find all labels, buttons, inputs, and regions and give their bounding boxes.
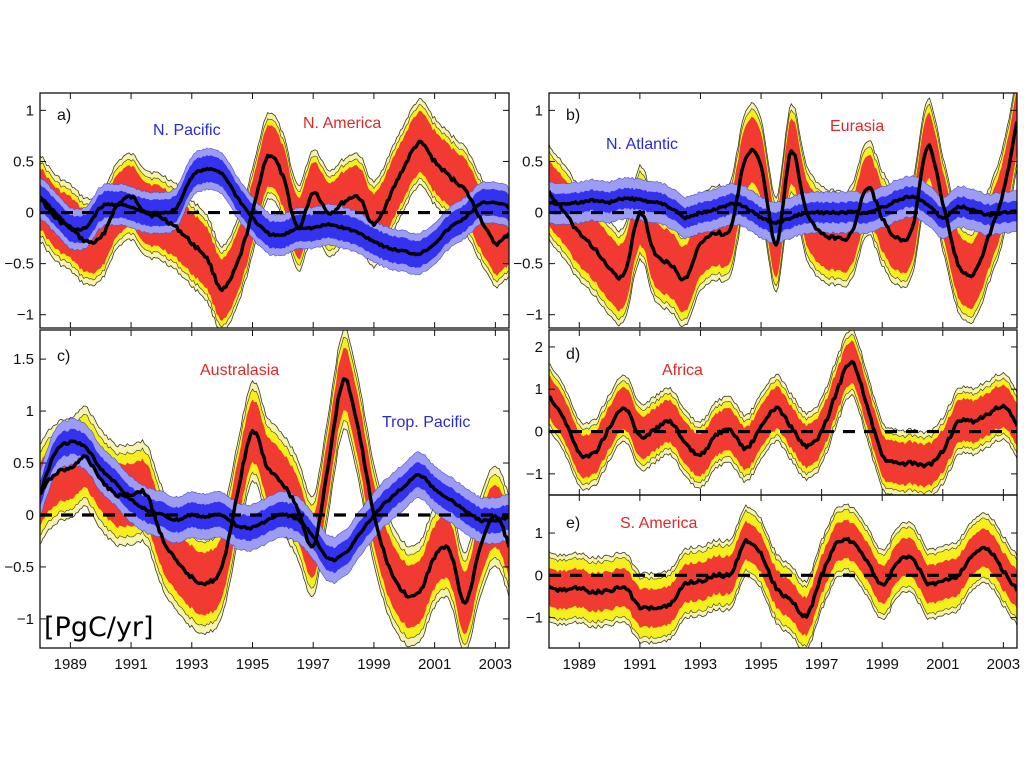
legend-label-australasia: Australasia [200, 362, 279, 379]
x-tick-label: 1989 [563, 656, 596, 673]
x-tick-label: 2001 [418, 656, 451, 673]
x-tick-label: 1993 [684, 656, 717, 673]
y-tick-label: −0.5 [4, 256, 34, 273]
panel-letter: c) [57, 348, 70, 365]
plot-area [549, 503, 1017, 648]
panel-frame [39, 329, 510, 649]
plot-area [40, 330, 509, 648]
y-tick-label: −1 [526, 466, 543, 483]
x-tick-label: 2003 [987, 656, 1020, 673]
y-tick-label: 0 [26, 507, 34, 524]
y-tick-label: 1 [535, 525, 543, 542]
y-tick-label: −0.5 [513, 256, 543, 273]
series-line-australasia [40, 377, 509, 605]
legend-label-africa: Africa [662, 362, 703, 379]
series-line-africa [549, 359, 1017, 469]
legend-label-trop-pacific: Trop. Pacific [382, 414, 470, 431]
plot-area [549, 93, 1017, 328]
y-tick-label: 1.5 [13, 351, 34, 368]
y-tick-label: 1 [535, 381, 543, 398]
x-tick-label: 1999 [357, 656, 390, 673]
x-tick-label: 1995 [236, 656, 269, 673]
legend-label-s-america: S. America [620, 515, 697, 532]
band-outer-trop-pacific [40, 417, 509, 585]
y-tick-label: 1 [26, 403, 34, 420]
legend-label-eurasia: Eurasia [830, 118, 884, 135]
legend-label-n-america: N. America [303, 115, 381, 132]
panel-a: −1 −0.5 0 0.5 1 a) N. America N. Pacific [4, 92, 510, 329]
y-tick-label: −0.5 [4, 559, 34, 576]
series-line-trop-pacific [40, 439, 509, 563]
plot-area [40, 97, 509, 328]
x-tick-label: 1995 [744, 656, 777, 673]
band-inner-australasia [40, 347, 509, 635]
x-tick-label: 2001 [926, 656, 959, 673]
series-line-eurasia [549, 121, 1017, 282]
panel-frame [39, 92, 510, 329]
x-tick-label: 1991 [114, 656, 147, 673]
panel-frame [548, 494, 1018, 649]
x-tick-label: 1991 [623, 656, 656, 673]
x-tick-label: 1993 [175, 656, 208, 673]
legend-label-n-pacific: N. Pacific [153, 122, 221, 139]
x-tick-label: 1989 [54, 656, 87, 673]
panel-frame [548, 92, 1018, 329]
y-tick-label: 0 [535, 567, 543, 584]
y-tick-label: −1 [17, 611, 34, 628]
x-tick-label: 1999 [866, 656, 899, 673]
unit-label: [PgC/yr] [44, 612, 154, 643]
y-tick-label: −1 [526, 307, 543, 324]
x-tick-label: 1997 [805, 656, 838, 673]
y-tick-label: −1 [526, 610, 543, 627]
y-tick-label: 1 [26, 102, 34, 119]
band-mid-n-america [40, 104, 509, 328]
panel-letter: b) [566, 107, 580, 124]
y-tick-label: 0.5 [13, 455, 34, 472]
y-tick-label: −1 [17, 307, 34, 324]
y-tick-label: 0 [26, 205, 34, 222]
y-tick-label: 2 [535, 339, 543, 356]
x-tick-label: 2003 [479, 656, 512, 673]
panel-letter: d) [566, 346, 580, 363]
panel-letter: a) [57, 107, 71, 124]
plot-area [549, 330, 1017, 495]
panel-d: −1 0 1 2 d) Africa [526, 329, 1018, 496]
series-line-n-pacific [40, 166, 509, 257]
band-inner-n-america [40, 110, 509, 321]
x-tick-label: 1997 [297, 656, 330, 673]
band-inner-n-pacific [40, 155, 509, 268]
legend-label-n-atlantic: N. Atlantic [606, 136, 678, 153]
y-tick-label: 0.5 [13, 153, 34, 170]
panel-b: −1 −0.5 0 0.5 1 b) Eurasia N. Atlantic [513, 92, 1018, 329]
panel-letter: e) [566, 515, 580, 532]
y-tick-label: 1 [535, 102, 543, 119]
panel-e: 1989 1991 1993 1995 1997 1999 2001 2003 −1 0 1 e) S.… [526, 494, 1020, 673]
series-line-s-america [549, 536, 1017, 619]
panel-c: 1989 1991 1993 1995 1997 1999 2001 2003 −1 −0.5 0 0… [4, 329, 512, 673]
band-inner-n-atlantic [549, 185, 1017, 234]
y-tick-label: 0.5 [522, 153, 543, 170]
y-tick-label: 0 [535, 205, 543, 222]
y-tick-label: 0 [535, 424, 543, 441]
series-line-n-atlantic [549, 194, 1017, 225]
